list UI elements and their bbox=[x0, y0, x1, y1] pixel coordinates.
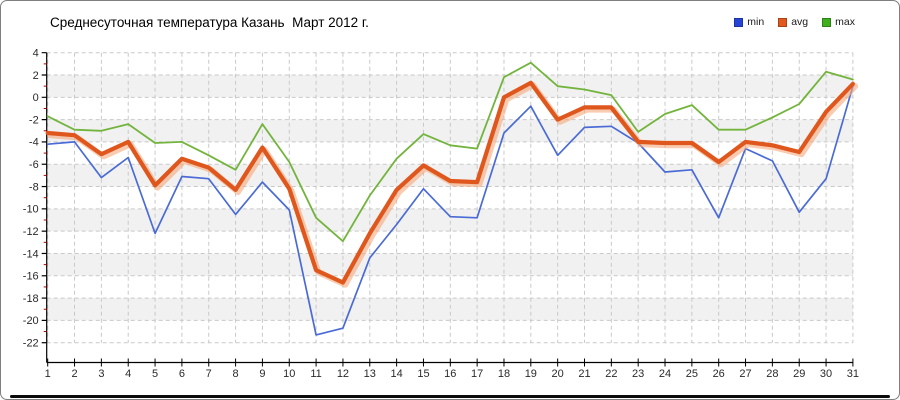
svg-text:-18: -18 bbox=[23, 293, 39, 305]
svg-text:-14: -14 bbox=[23, 248, 39, 260]
svg-text:4: 4 bbox=[125, 368, 131, 380]
svg-text:29: 29 bbox=[793, 368, 805, 380]
svg-text:24: 24 bbox=[659, 368, 671, 380]
svg-text:9: 9 bbox=[259, 368, 265, 380]
svg-text:15: 15 bbox=[417, 368, 429, 380]
svg-text:5: 5 bbox=[152, 368, 158, 380]
avg-series-line bbox=[45, 80, 856, 285]
min-series-line bbox=[46, 85, 854, 336]
svg-text:-4: -4 bbox=[29, 137, 39, 149]
svg-text:22: 22 bbox=[605, 368, 617, 380]
legend: min avg max bbox=[734, 16, 855, 28]
legend-item-max[interactable]: max bbox=[822, 16, 855, 28]
svg-text:4: 4 bbox=[33, 48, 39, 60]
svg-text:26: 26 bbox=[713, 368, 725, 380]
bottom-frame-bar bbox=[10, 395, 890, 398]
svg-text:-10: -10 bbox=[23, 204, 39, 216]
max-series-swatch-icon bbox=[822, 17, 832, 27]
svg-text:16: 16 bbox=[444, 368, 456, 380]
svg-text:23: 23 bbox=[632, 368, 644, 380]
max-series-line bbox=[46, 61, 854, 243]
svg-text:2: 2 bbox=[71, 368, 77, 380]
chart-title: Среднесуточная температура Казань Март 2… bbox=[50, 15, 369, 30]
svg-text:21: 21 bbox=[578, 368, 590, 380]
svg-text:-16: -16 bbox=[23, 271, 39, 283]
svg-text:-22: -22 bbox=[23, 338, 39, 350]
min-series-swatch-icon bbox=[734, 17, 744, 27]
svg-text:18: 18 bbox=[498, 368, 510, 380]
svg-text:13: 13 bbox=[364, 368, 376, 380]
y-axis-ticks-labels: 4 2 0 -2 -4 -6 -8 -10 -12 -14 -16 -18 -20 -22 bbox=[23, 48, 47, 350]
svg-text:25: 25 bbox=[686, 368, 698, 380]
svg-text:27: 27 bbox=[739, 368, 751, 380]
svg-text:28: 28 bbox=[766, 368, 778, 380]
svg-text:8: 8 bbox=[233, 368, 239, 380]
svg-text:6: 6 bbox=[179, 368, 185, 380]
svg-text:14: 14 bbox=[390, 368, 402, 380]
svg-text:-8: -8 bbox=[29, 181, 39, 193]
legend-label-max: max bbox=[835, 16, 855, 28]
legend-item-min[interactable]: min bbox=[734, 16, 764, 28]
svg-text:30: 30 bbox=[820, 368, 832, 380]
svg-text:2: 2 bbox=[33, 70, 39, 82]
svg-text:-20: -20 bbox=[23, 315, 39, 327]
svg-text:11: 11 bbox=[310, 368, 321, 380]
svg-text:7: 7 bbox=[206, 368, 212, 380]
svg-text:3: 3 bbox=[98, 368, 104, 380]
legend-label-min: min bbox=[747, 16, 765, 28]
svg-text:20: 20 bbox=[552, 368, 564, 380]
x-axis-ticks-labels: 1 2 3 4 5 6 7 8 9 10 11 12 13 14 15 16 17 18 19 20 21 22 23 24 2… bbox=[45, 358, 859, 380]
legend-item-avg[interactable]: avg bbox=[778, 16, 808, 28]
legend-label-avg: avg bbox=[791, 16, 809, 28]
svg-text:31: 31 bbox=[847, 368, 859, 380]
svg-text:-12: -12 bbox=[23, 226, 39, 238]
avg-series-swatch-icon bbox=[778, 17, 788, 27]
svg-text:19: 19 bbox=[525, 368, 537, 380]
svg-text:12: 12 bbox=[337, 368, 349, 380]
y-axis-minor-ticks bbox=[43, 63, 47, 333]
svg-text:17: 17 bbox=[471, 368, 483, 380]
svg-text:-6: -6 bbox=[29, 159, 39, 171]
svg-text:0: 0 bbox=[33, 92, 39, 104]
svg-text:1: 1 bbox=[45, 368, 51, 380]
svg-text:-2: -2 bbox=[29, 114, 39, 126]
vertical-gridlines bbox=[47, 52, 854, 343]
svg-text:10: 10 bbox=[283, 368, 295, 380]
